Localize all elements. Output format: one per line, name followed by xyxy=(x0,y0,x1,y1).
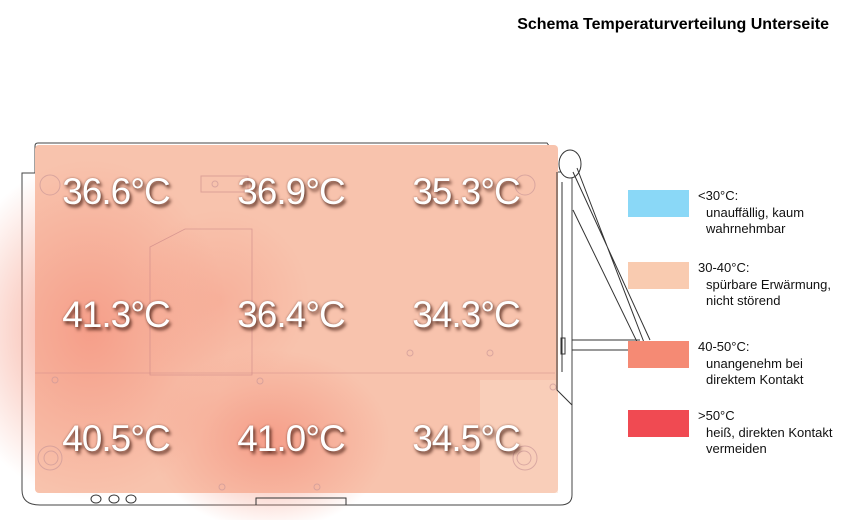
temp-top-right: 35.3°C xyxy=(412,171,521,212)
legend-desc: direktem Kontakt xyxy=(706,372,804,387)
legend-swatch xyxy=(628,410,689,437)
legend-desc: vermeiden xyxy=(706,441,767,456)
temp-bottom-right: 34.5°C xyxy=(412,418,521,459)
legend-desc: nicht störend xyxy=(706,293,781,308)
legend-range: 40-50°C: xyxy=(698,339,750,354)
temp-bottom-left: 40.5°C xyxy=(62,418,171,459)
hinge xyxy=(558,149,582,179)
legend-range: 30-40°C: xyxy=(698,260,750,275)
temp-middle-left: 41.3°C xyxy=(62,294,171,335)
legend-desc: unangenehm bei xyxy=(706,355,803,371)
temp-middle-right: 34.3°C xyxy=(412,294,521,335)
temp-bottom-center: 41.0°C xyxy=(237,418,346,459)
legend-desc: heiß, direkten Kontakt xyxy=(706,424,833,440)
legend-desc: spürbare Erwärmung, xyxy=(706,276,831,292)
temp-top-left: 36.6°C xyxy=(62,171,171,212)
legend-swatch xyxy=(628,190,689,217)
legend-swatch xyxy=(628,341,689,368)
legend-range: <30°C: xyxy=(698,188,739,203)
legend-range: >50°C xyxy=(698,408,735,423)
temp-middle-center: 36.4°C xyxy=(237,294,346,335)
temp-top-center: 36.9°C xyxy=(237,171,346,212)
legend-desc: wahrnehmbar xyxy=(706,221,786,236)
diagram-title: Schema Temperaturverteilung Unterseite xyxy=(517,16,829,33)
legend-swatch xyxy=(628,262,689,289)
legend-desc: unauffällig, kaum xyxy=(706,204,805,220)
